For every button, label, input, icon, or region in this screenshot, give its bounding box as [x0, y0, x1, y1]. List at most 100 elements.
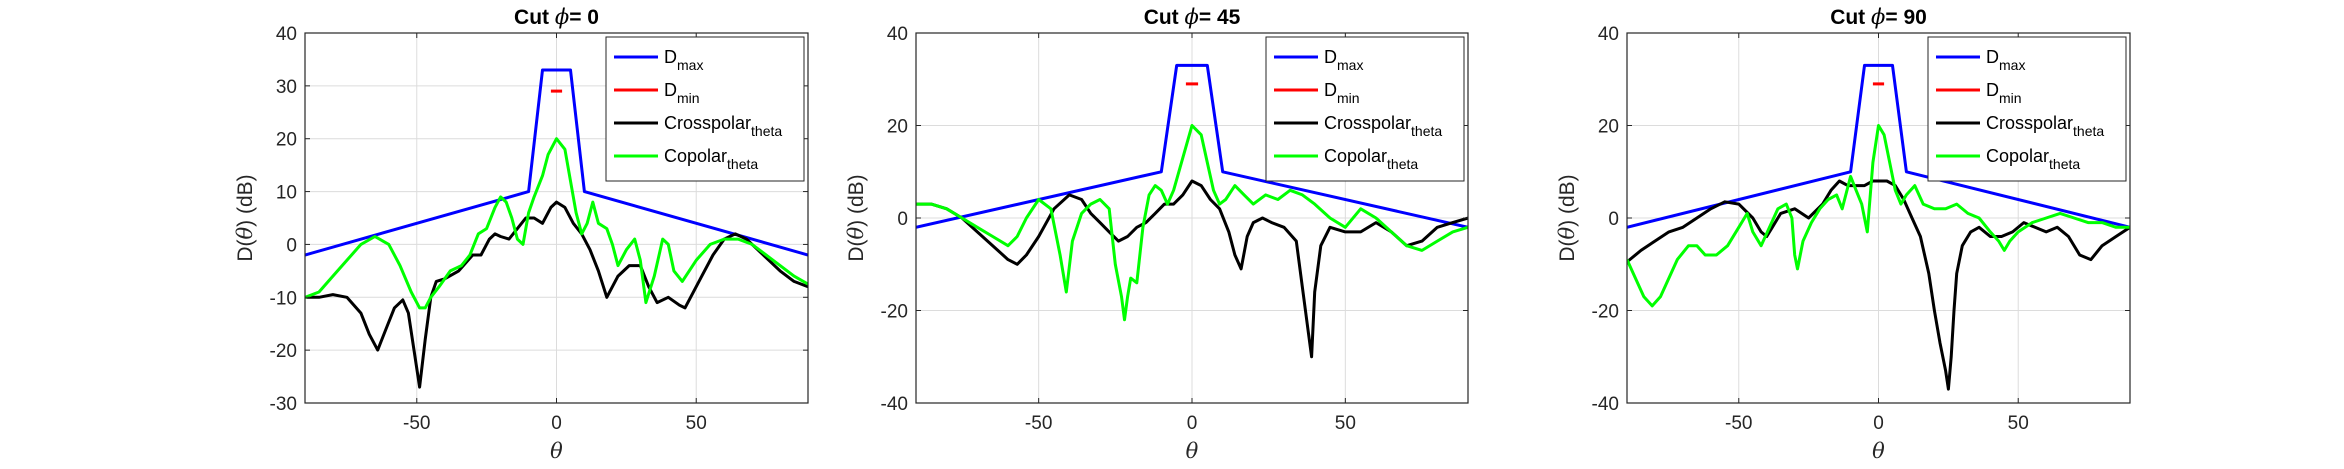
- legend-name: D: [1324, 80, 1337, 100]
- legend-name: D: [1986, 47, 1999, 67]
- legend-subscript: theta: [1411, 123, 1442, 139]
- x-axis-label: θ: [1872, 439, 1885, 463]
- y-tick-label: 20: [887, 117, 908, 138]
- ylabel-suffix: ) (dB): [845, 174, 868, 227]
- x-tick-label: 0: [551, 413, 562, 434]
- y-tick-label: 0: [1608, 209, 1619, 230]
- x-tick-label: 50: [1335, 413, 1356, 434]
- legend-subscript: max: [1337, 57, 1363, 73]
- x-tick-label: -50: [403, 413, 430, 434]
- legend-entry: Copolartheta: [664, 146, 758, 172]
- legend-subscript: theta: [1387, 156, 1418, 172]
- y-tick-label: -40: [881, 394, 908, 415]
- y-tick-label: -20: [270, 341, 297, 362]
- title-prefix: Cut: [1144, 6, 1185, 29]
- legend-entry: Dmax: [1986, 47, 2025, 73]
- ylabel-symbol: θ: [1555, 226, 1579, 239]
- ylabel-symbol: θ: [233, 226, 257, 239]
- legend-subscript: theta: [2049, 156, 2080, 172]
- y-axis-label: D(θ) (dB): [844, 174, 868, 261]
- y-tick-label: 0: [897, 209, 908, 230]
- y-tick-label: 40: [276, 24, 297, 45]
- legend-entry: Copolartheta: [1324, 146, 1418, 172]
- legend-entry: Dmin: [664, 80, 700, 106]
- series-line-crosspolar-theta: [305, 200, 808, 389]
- chart-title: Cut ϕ= 45: [1144, 5, 1241, 29]
- title-symbol: ϕ: [1871, 5, 1885, 29]
- y-tick-label: 40: [887, 24, 908, 45]
- y-tick-label: -30: [270, 394, 297, 415]
- ylabel-prefix: D(: [234, 239, 257, 261]
- title-suffix: = 0: [569, 6, 599, 29]
- title-prefix: Cut: [514, 6, 555, 29]
- y-tick-label: -20: [1592, 302, 1619, 323]
- title-prefix: Cut: [1830, 6, 1871, 29]
- legend-entry: Dmax: [664, 47, 703, 73]
- chart-title: Cut ϕ= 90: [1830, 5, 1927, 29]
- legend-subscript: theta: [2073, 123, 2104, 139]
- legend-entry: Crosspolartheta: [664, 113, 782, 139]
- title-suffix: = 90: [1885, 6, 1926, 29]
- legend-entry: Dmin: [1324, 80, 1360, 106]
- legend-subscript: min: [1999, 90, 2022, 106]
- legend-entry: Dmax: [1324, 47, 1363, 73]
- legend-name: Copolar: [664, 146, 727, 166]
- x-tick-label: 0: [1187, 413, 1198, 434]
- legend-subscript: min: [677, 90, 700, 106]
- series-line-d-max: [305, 68, 808, 257]
- legend-name: D: [664, 80, 677, 100]
- chart-title: Cut ϕ= 0: [514, 5, 599, 29]
- y-tick-label: -40: [1592, 394, 1619, 415]
- legend-name: Crosspolar: [1324, 113, 1411, 133]
- legend-entry: Dmin: [1986, 80, 2022, 106]
- legend-name: D: [664, 47, 677, 67]
- ylabel-suffix: ) (dB): [234, 174, 257, 227]
- legend-name: Crosspolar: [664, 113, 751, 133]
- series-line-d-max: [916, 63, 1468, 229]
- y-tick-label: 40: [1598, 24, 1619, 45]
- legend-entry: Crosspolartheta: [1986, 113, 2104, 139]
- series-line-crosspolar-theta: [916, 179, 1468, 359]
- legend-name: Crosspolar: [1986, 113, 2073, 133]
- title-symbol: ϕ: [1185, 5, 1199, 29]
- legend-subscript: theta: [727, 156, 758, 172]
- x-tick-label: 50: [686, 413, 707, 434]
- y-axis-label: D(θ) (dB): [1555, 174, 1579, 261]
- legend-subscript: max: [1999, 57, 2025, 73]
- legend-name: D: [1986, 80, 1999, 100]
- ylabel-prefix: D(: [1556, 239, 1579, 261]
- title-symbol: ϕ: [555, 5, 569, 29]
- ylabel-symbol: θ: [844, 226, 868, 239]
- ylabel-suffix: ) (dB): [1556, 174, 1579, 227]
- title-suffix: = 45: [1199, 6, 1241, 29]
- series-line-copolar-theta: [305, 137, 808, 310]
- y-axis-label: D(θ) (dB): [233, 174, 257, 261]
- legend-subscript: min: [1337, 90, 1360, 106]
- y-tick-label: 0: [286, 235, 297, 256]
- x-axis-label: θ: [550, 439, 563, 463]
- series-line-copolar-theta: [916, 124, 1468, 322]
- x-axis-label: θ: [1186, 439, 1199, 463]
- y-tick-label: -10: [270, 288, 297, 309]
- y-tick-label: 10: [276, 183, 297, 204]
- legend-subscript: max: [677, 57, 703, 73]
- legend-name: D: [1324, 47, 1337, 67]
- y-tick-label: 30: [276, 77, 297, 98]
- ylabel-prefix: D(: [845, 239, 868, 261]
- x-tick-label: 50: [2008, 413, 2029, 434]
- legend-entry: Copolartheta: [1986, 146, 2080, 172]
- y-tick-label: 20: [276, 130, 297, 151]
- legend-name: Copolar: [1986, 146, 2049, 166]
- legend-entry: Crosspolartheta: [1324, 113, 1442, 139]
- legend-subscript: theta: [751, 123, 782, 139]
- x-tick-label: -50: [1725, 413, 1752, 434]
- y-tick-label: 20: [1598, 117, 1619, 138]
- x-tick-label: 0: [1873, 413, 1884, 434]
